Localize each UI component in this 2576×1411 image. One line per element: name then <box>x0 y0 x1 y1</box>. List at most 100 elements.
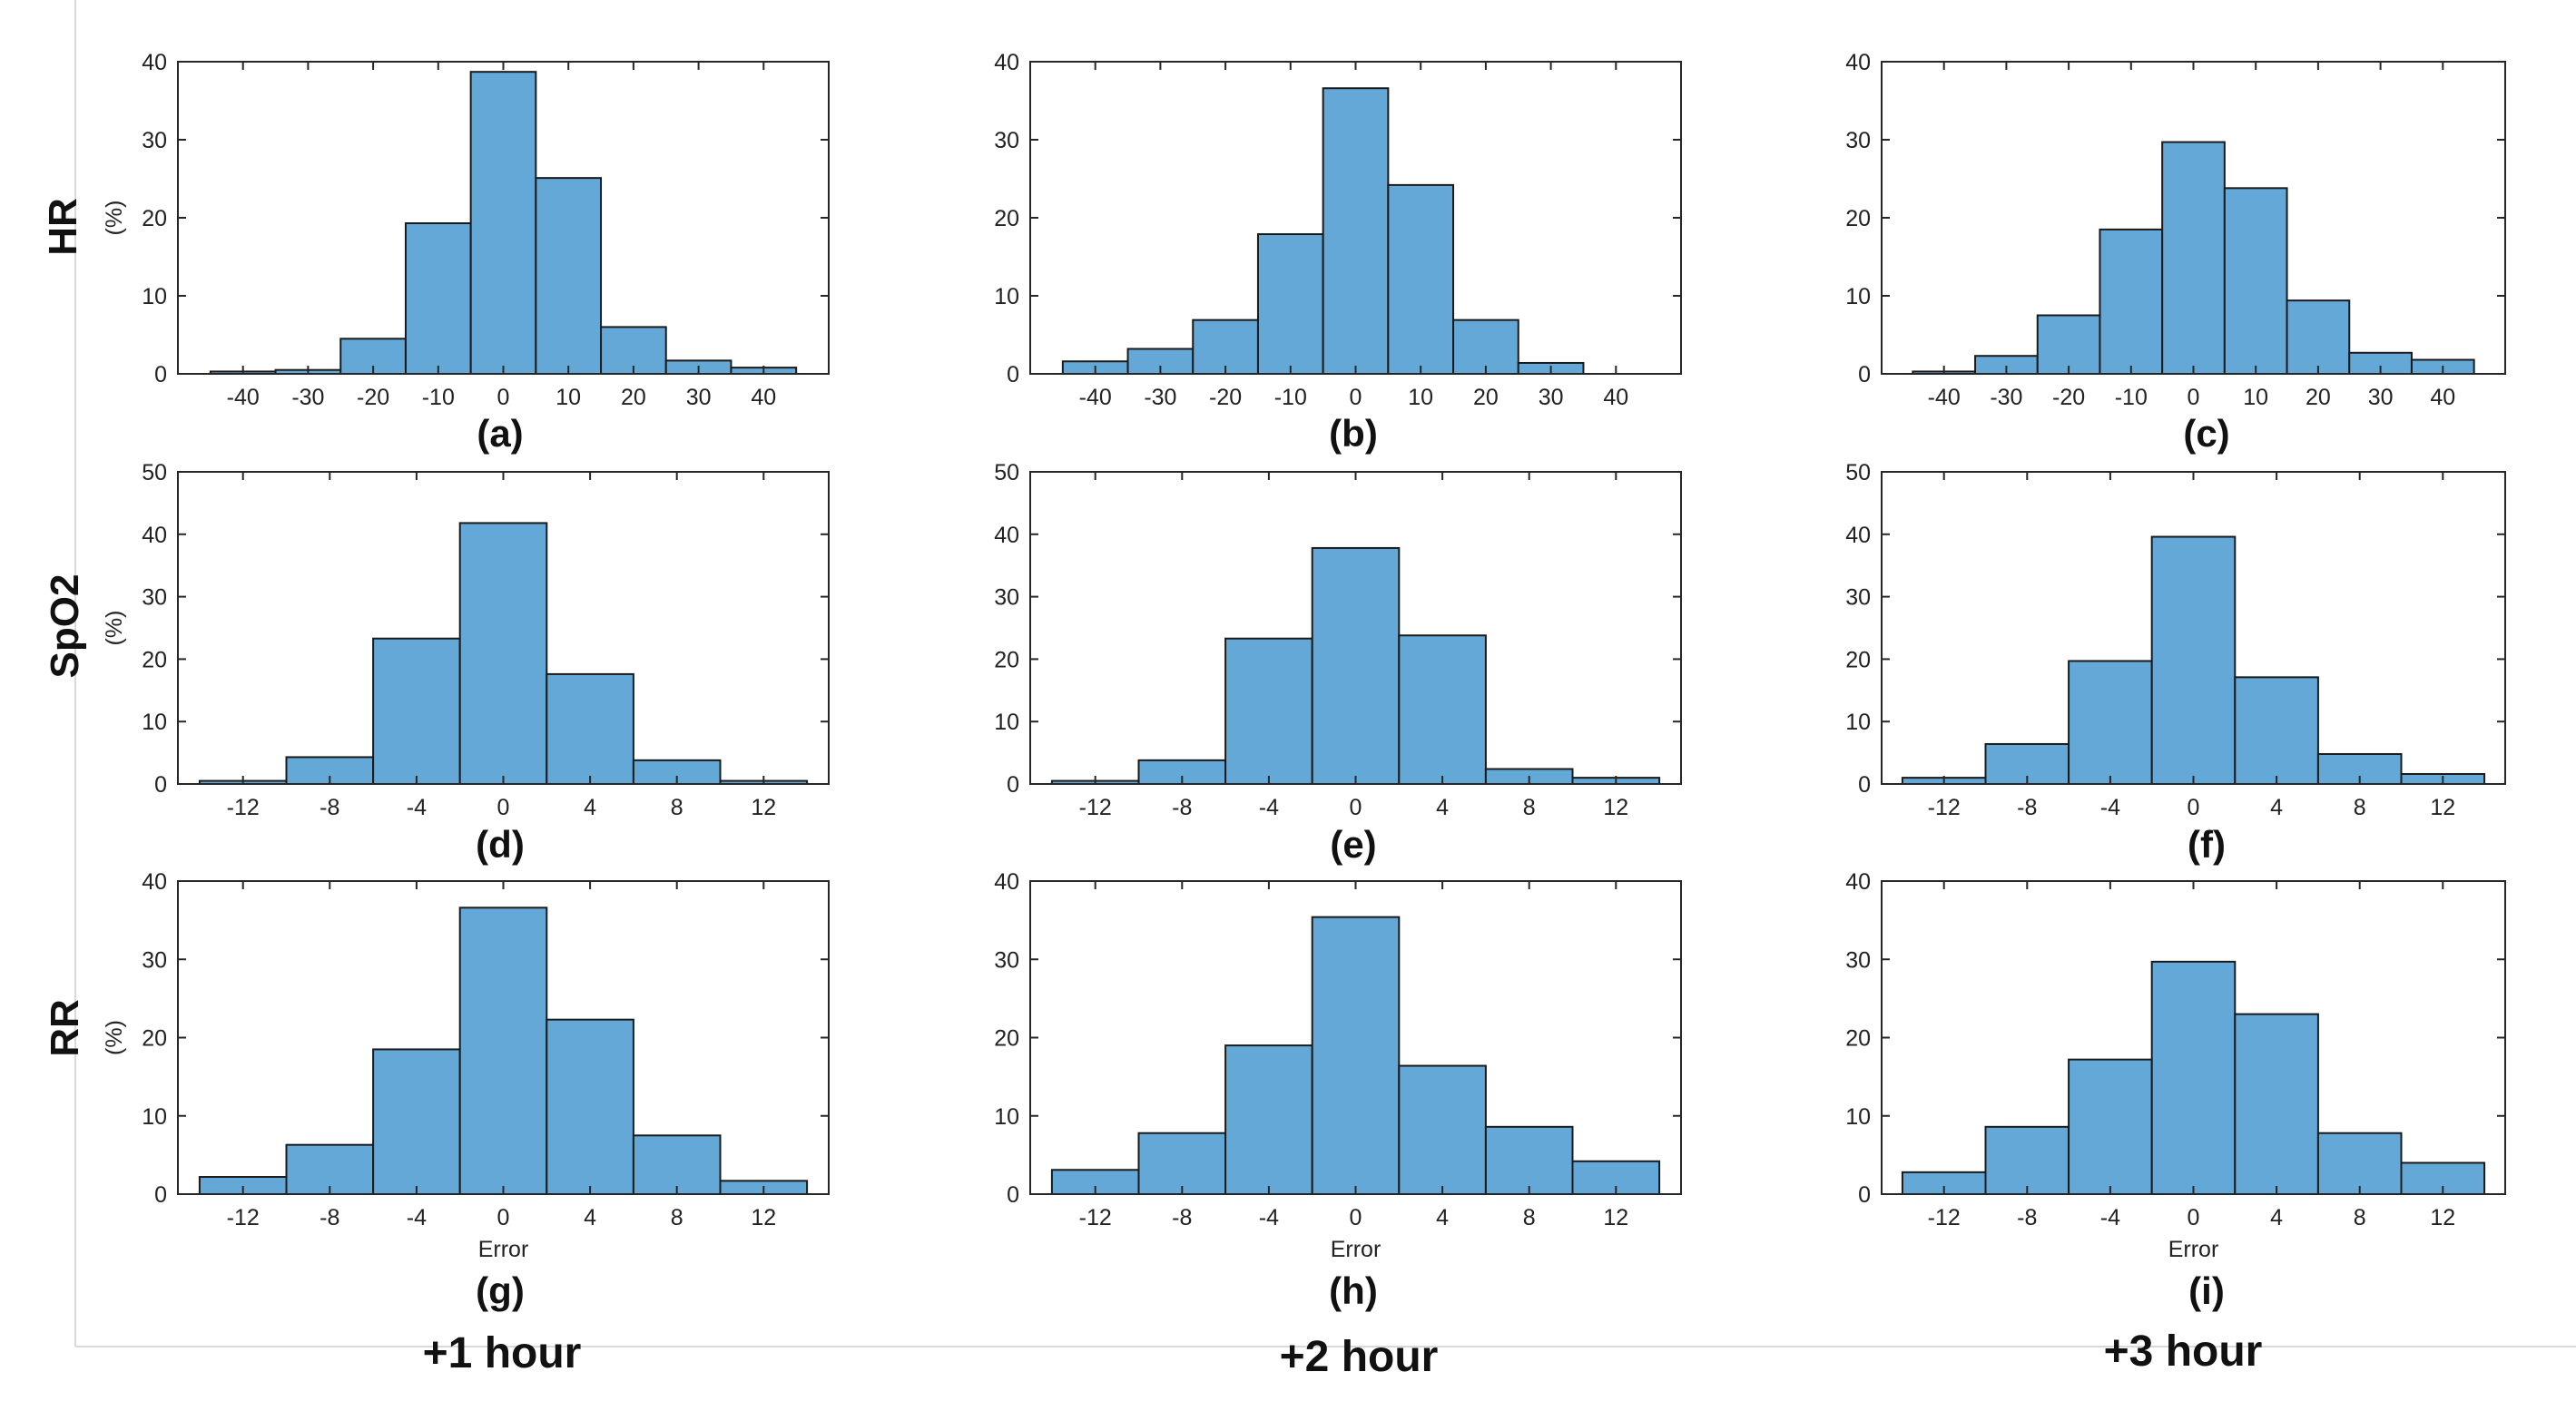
ytick-label-d-40: 40 <box>142 523 167 548</box>
xtick-label-c--20: -20 <box>2052 385 2085 410</box>
ytick-label-e-40: 40 <box>994 523 1019 548</box>
ytick-label-a-0: 0 <box>154 362 167 387</box>
xtick-label-d-0: 0 <box>497 795 510 820</box>
bar-a-10 <box>535 177 603 375</box>
col-label-1-hour: +1 hour <box>423 1329 582 1377</box>
xtick-label-i--12: -12 <box>1928 1205 1961 1230</box>
panel-label-d: (d) <box>476 823 525 866</box>
bar-a--10 <box>404 222 472 375</box>
xtick-label-c--10: -10 <box>2115 385 2148 410</box>
ytick-label-h-10: 10 <box>994 1104 1019 1130</box>
ytick-label-d-10: 10 <box>142 710 167 735</box>
xlabel-i: Error <box>2168 1237 2219 1262</box>
bar-c-20 <box>2286 299 2351 375</box>
ylabel-g: (%) <box>102 1020 127 1055</box>
panel-label-h: (h) <box>1329 1269 1378 1312</box>
ytick-label-g-20: 20 <box>142 1026 167 1052</box>
ytick-label-h-20: 20 <box>994 1026 1019 1052</box>
xtick-label-g--4: -4 <box>407 1205 427 1230</box>
xtick-label-e--8: -8 <box>1172 795 1192 820</box>
bar-i--8 <box>1984 1125 2070 1195</box>
xtick-label-i-0: 0 <box>2188 1205 2200 1230</box>
panel-h: 0 10 20 30 40 -12 -8 -4 0 4 8 12 Error (h) <box>994 869 1682 1312</box>
ytick-label-a-20: 20 <box>142 206 167 231</box>
xtick-label-h-4: 4 <box>1436 1205 1449 1230</box>
ytick-label-e-10: 10 <box>994 710 1019 735</box>
xtick-label-e-8: 8 <box>1523 795 1536 820</box>
bar-g-8 <box>632 1134 722 1195</box>
ytick-label-e-20: 20 <box>994 647 1019 672</box>
bar-b-0 <box>1322 87 1390 376</box>
xtick-label-c-20: 20 <box>2306 385 2331 410</box>
bar-h-0 <box>1311 916 1401 1195</box>
panel-g: 0 10 20 30 40 -12 -8 -4 0 4 8 12 (%) Error (g) <box>102 869 830 1312</box>
ytick-label-e-0: 0 <box>1007 772 1019 798</box>
bar-g-0 <box>458 906 548 1195</box>
panel-label-e: (e) <box>1330 823 1376 866</box>
ytick-label-b-10: 10 <box>994 284 1019 309</box>
bar-d-4 <box>546 672 634 785</box>
xtick-label-a-0: 0 <box>497 385 510 410</box>
ytick-label-d-50: 50 <box>142 460 167 485</box>
xtick-label-h-8: 8 <box>1523 1205 1536 1230</box>
panel-b: 0 10 20 30 40 -40 -30 -20 -10 0 10 20 30 40 (b) <box>994 50 1682 455</box>
xtick-label-c-40: 40 <box>2430 385 2455 410</box>
bar-e-0 <box>1311 546 1401 785</box>
xtick-label-f--12: -12 <box>1928 795 1961 820</box>
xtick-label-b-20: 20 <box>1473 385 1499 410</box>
ytick-label-d-30: 30 <box>142 585 167 611</box>
row-label-rr: RR <box>43 999 87 1057</box>
panel-d: 0 10 20 30 40 50 -12 -8 -4 0 4 8 12 (%) (d) <box>102 460 830 866</box>
xtick-label-h-12: 12 <box>1603 1205 1628 1230</box>
bar-a-0 <box>469 71 537 376</box>
xtick-label-e--12: -12 <box>1079 795 1112 820</box>
ytick-label-i-20: 20 <box>1845 1026 1871 1052</box>
bar-g-4 <box>546 1018 634 1195</box>
panel-i: 0 10 20 30 40 -12 -8 -4 0 4 8 12 Error (i) <box>1845 869 2506 1312</box>
bar-c--10 <box>2099 228 2164 375</box>
xtick-label-b--10: -10 <box>1274 385 1307 410</box>
ytick-label-g-10: 10 <box>142 1104 167 1130</box>
col-label-3-hour: +3 hour <box>2104 1328 2263 1376</box>
bar-c-10 <box>2223 187 2288 375</box>
xtick-label-f-0: 0 <box>2188 795 2200 820</box>
bar-e-4 <box>1398 634 1487 785</box>
ytick-label-f-50: 50 <box>1845 460 1871 485</box>
xtick-label-e--4: -4 <box>1259 795 1279 820</box>
ytick-label-c-0: 0 <box>1858 362 1871 387</box>
ylabel-a: (%) <box>102 201 127 236</box>
bar-h--4 <box>1224 1044 1313 1195</box>
xtick-label-h--4: -4 <box>1259 1205 1279 1230</box>
ytick-label-i-40: 40 <box>1845 869 1871 895</box>
xtick-label-e-12: 12 <box>1603 795 1628 820</box>
ytick-label-f-20: 20 <box>1845 647 1871 672</box>
xtick-label-a--10: -10 <box>422 385 455 410</box>
bar-c-0 <box>2161 141 2226 375</box>
ytick-label-g-30: 30 <box>142 947 167 973</box>
bar-d-0 <box>458 522 548 786</box>
xtick-label-f-8: 8 <box>2354 795 2366 820</box>
xtick-label-a-10: 10 <box>556 385 581 410</box>
xtick-label-d--8: -8 <box>320 795 339 820</box>
ytick-label-i-10: 10 <box>1845 1104 1871 1130</box>
ytick-label-c-20: 20 <box>1845 206 1871 231</box>
xtick-label-f--4: -4 <box>2100 795 2120 820</box>
bar-f--4 <box>2068 660 2153 785</box>
panel-label-f: (f) <box>2188 823 2226 866</box>
ytick-label-b-40: 40 <box>994 50 1019 75</box>
ytick-label-e-30: 30 <box>994 585 1019 611</box>
xtick-label-h-0: 0 <box>1350 1205 1362 1230</box>
xtick-label-g-12: 12 <box>751 1205 776 1230</box>
ytick-label-d-20: 20 <box>142 647 167 672</box>
ytick-label-i-0: 0 <box>1858 1182 1871 1208</box>
xtick-label-b--40: -40 <box>1079 385 1112 410</box>
xtick-label-a--20: -20 <box>357 385 389 410</box>
xtick-label-g-0: 0 <box>497 1205 510 1230</box>
xtick-label-b--20: -20 <box>1209 385 1242 410</box>
ytick-label-g-40: 40 <box>142 869 167 895</box>
ytick-label-a-40: 40 <box>142 50 167 75</box>
xtick-label-g-8: 8 <box>671 1205 683 1230</box>
col-label-2-hour: +2 hour <box>1280 1333 1439 1381</box>
panel-e: 0 10 20 30 40 50 -12 -8 -4 0 4 8 12 (e) <box>994 460 1682 866</box>
xtick-label-a--40: -40 <box>227 385 260 410</box>
